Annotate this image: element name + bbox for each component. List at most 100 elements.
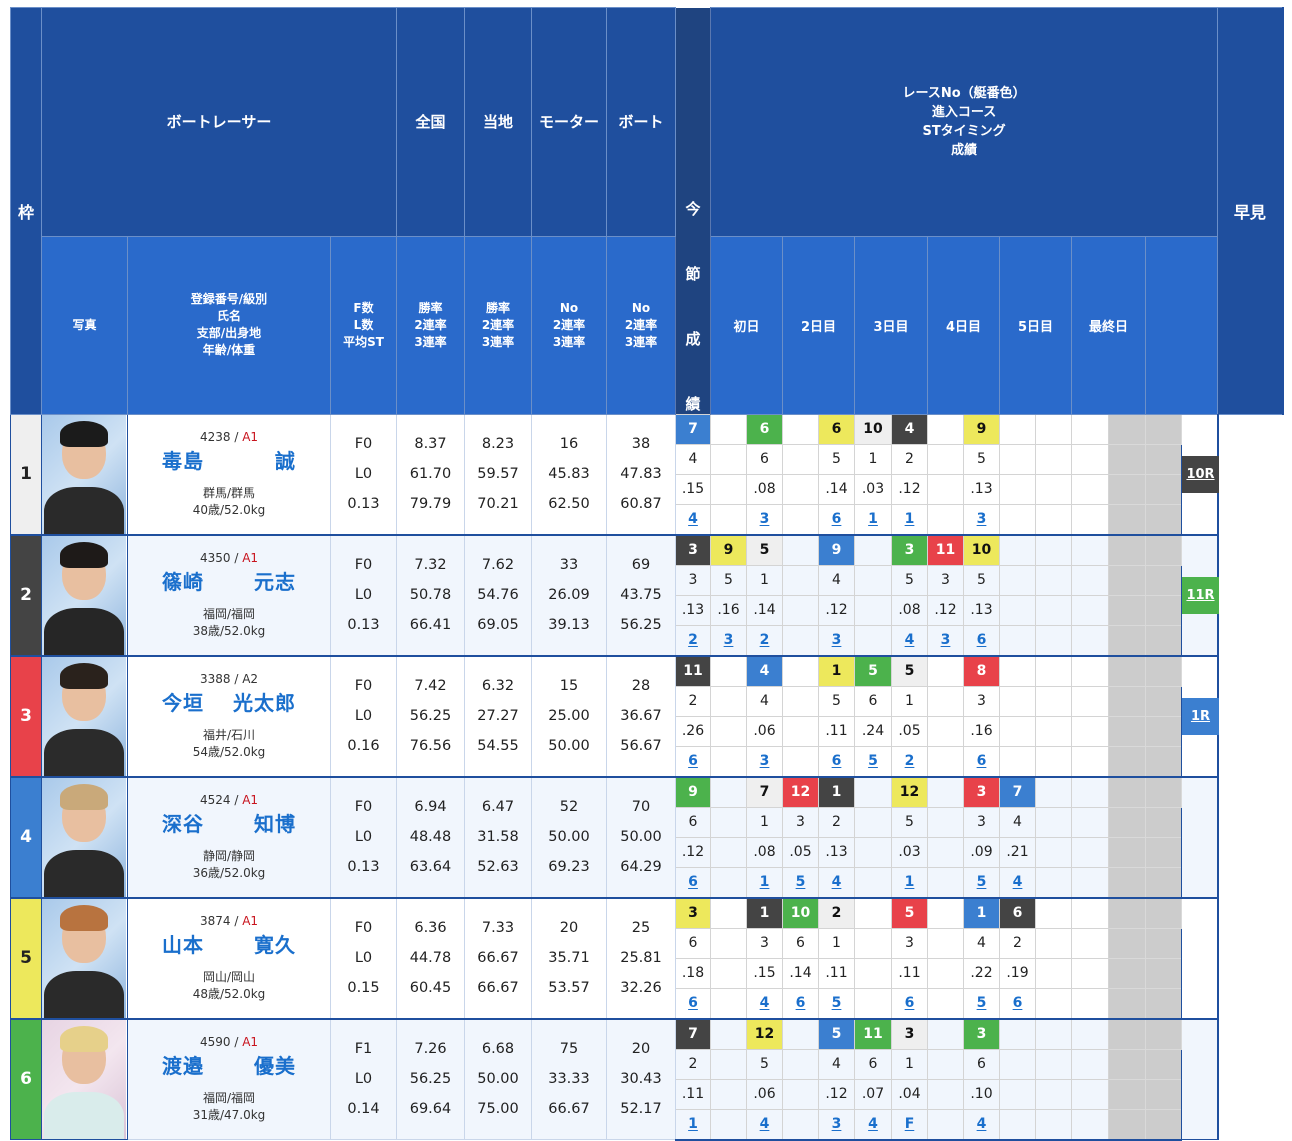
racer-photo[interactable] — [41, 1017, 128, 1140]
racer-name-link[interactable]: 渡邉 優美 — [162, 1051, 296, 1081]
race-result-link[interactable]: 6 — [831, 753, 842, 769]
race-result-cell[interactable]: 4 — [999, 866, 1036, 898]
race-result-link[interactable]: 4 — [759, 1116, 770, 1132]
race-result-link[interactable]: 1 — [868, 511, 878, 527]
race-result-cell[interactable]: 4 — [854, 1108, 892, 1141]
race-result-cell[interactable]: 1 — [891, 866, 928, 898]
race-result-link[interactable]: 6 — [976, 753, 987, 769]
race-result-link[interactable]: 3 — [723, 632, 734, 648]
header-line: 2連率 — [481, 317, 515, 332]
race-result-cell[interactable]: 5 — [963, 987, 1000, 1019]
race-result-cell[interactable]: 3 — [818, 624, 855, 656]
race-result-link[interactable]: 2 — [759, 632, 770, 648]
race-result-cell[interactable]: 4 — [891, 624, 928, 656]
race-cell-disabled — [1145, 624, 1182, 656]
race-result-cell[interactable]: 4 — [675, 503, 711, 535]
race-result-cell[interactable]: 1 — [854, 503, 892, 535]
race-result-cell[interactable]: 4 — [818, 866, 855, 898]
race-result-cell[interactable]: 5 — [963, 866, 1000, 898]
race-result-cell[interactable]: 2 — [746, 624, 783, 656]
racer-name-link[interactable]: 毒島 誠 — [162, 446, 296, 476]
racer-photo[interactable] — [41, 533, 128, 656]
race-result-link[interactable]: 3 — [831, 1116, 842, 1132]
race-result-cell[interactable]: 4 — [746, 1108, 783, 1141]
race-result-link[interactable]: 5 — [795, 874, 806, 890]
race-result-link[interactable]: 3 — [759, 753, 770, 769]
race-result-link[interactable]: 4 — [688, 511, 698, 527]
race-result-link[interactable]: 3 — [976, 511, 987, 527]
race-result-cell[interactable]: 6 — [818, 745, 855, 777]
race-result-cell[interactable]: 6 — [675, 987, 711, 1019]
motor-header: モーター — [531, 7, 607, 237]
hayami-race-button[interactable]: 10R — [1182, 455, 1219, 493]
race-result-link[interactable]: 3 — [831, 632, 842, 648]
hayami-race-button[interactable]: 1R — [1182, 697, 1219, 735]
race-result-link[interactable]: 4 — [976, 1116, 987, 1132]
race-result-link[interactable]: 3 — [940, 632, 951, 648]
race-result-cell[interactable]: 5 — [818, 987, 855, 1019]
race-result-link[interactable]: 1 — [688, 1116, 698, 1132]
race-result-link[interactable]: 6 — [831, 511, 842, 527]
race-result-link[interactable]: 5 — [976, 995, 987, 1011]
race-result-link[interactable]: 5 — [868, 753, 878, 769]
race-result-cell[interactable]: 2 — [891, 745, 928, 777]
race-result-link[interactable]: 5 — [976, 874, 987, 890]
race-result-link[interactable]: 2 — [904, 753, 915, 769]
race-result-link[interactable]: 6 — [976, 632, 987, 648]
race-result-cell[interactable]: 5 — [854, 745, 892, 777]
race-result-cell[interactable]: 6 — [675, 866, 711, 898]
race-result-cell[interactable]: 1 — [675, 1108, 711, 1141]
race-result-link[interactable]: 4 — [831, 874, 842, 890]
race-result-cell[interactable]: 1 — [746, 866, 783, 898]
race-result-cell[interactable]: 6 — [891, 987, 928, 1019]
race-result-cell[interactable]: 6 — [963, 624, 1000, 656]
race-result-cell[interactable]: 3 — [818, 1108, 855, 1141]
race-result-cell[interactable]: 3 — [710, 624, 747, 656]
racer-name-link[interactable]: 篠崎 元志 — [162, 567, 296, 597]
race-result-cell[interactable]: 6 — [818, 503, 855, 535]
race-result-link[interactable]: 4 — [1012, 874, 1023, 890]
racer-photo[interactable] — [41, 896, 128, 1019]
race-result-link[interactable]: 3 — [759, 511, 770, 527]
race-result-cell[interactable]: 3 — [963, 503, 1000, 535]
race-result-link[interactable]: 5 — [831, 995, 842, 1011]
racer-name-link[interactable]: 今垣 光太郎 — [162, 688, 296, 718]
race-result-cell[interactable]: 6 — [963, 745, 1000, 777]
race-number-badge: 7 — [675, 1017, 711, 1050]
race-result-link[interactable]: 4 — [904, 632, 915, 648]
race-result-cell[interactable]: 1 — [891, 503, 928, 535]
race-result-cell[interactable]: 4 — [746, 987, 783, 1019]
race-result-cell[interactable]: 3 — [746, 503, 783, 535]
race-result-cell[interactable]: 4 — [963, 1108, 1000, 1141]
racer-name-link[interactable]: 山本 寛久 — [162, 930, 296, 960]
race-result-link[interactable]: 6 — [1012, 995, 1023, 1011]
hayami-race-button[interactable]: 11R — [1182, 576, 1219, 614]
race-result-link[interactable]: F — [904, 1116, 915, 1132]
race-result-link[interactable]: 6 — [904, 995, 915, 1011]
race-result-cell[interactable]: 6 — [675, 745, 711, 777]
race-result-link[interactable]: 2 — [688, 632, 698, 648]
racer-photo[interactable] — [41, 775, 128, 898]
race-result-link[interactable]: 6 — [688, 753, 698, 769]
motor-stat-1: 33 — [559, 557, 579, 573]
racer-photo[interactable] — [41, 413, 128, 535]
racer-photo[interactable] — [41, 654, 128, 777]
racer-name-link[interactable]: 深谷 知博 — [162, 809, 296, 839]
racer-subrow: 3 3388 / A2 今垣 光太郎 福井/石川 54歳/52.0kg F0 L0 0.16 7.… — [10, 654, 1283, 777]
race-result-cell[interactable]: 5 — [782, 866, 819, 898]
race-result-link[interactable]: 4 — [868, 1116, 878, 1132]
photo-body — [44, 970, 124, 1018]
race-result-link[interactable]: 1 — [759, 874, 770, 890]
race-result-cell[interactable]: 3 — [746, 745, 783, 777]
race-result-cell[interactable]: 3 — [927, 624, 964, 656]
race-result-cell[interactable]: 6 — [999, 987, 1036, 1019]
race-result-cell[interactable]: 6 — [782, 987, 819, 1019]
race-result-link[interactable]: 6 — [688, 995, 698, 1011]
race-result-cell[interactable]: F — [891, 1108, 928, 1141]
race-result-link[interactable]: 1 — [904, 874, 915, 890]
race-result-link[interactable]: 6 — [688, 874, 698, 890]
race-result-link[interactable]: 1 — [904, 511, 915, 527]
race-result-link[interactable]: 4 — [759, 995, 770, 1011]
race-result-link[interactable]: 6 — [795, 995, 806, 1011]
race-result-cell[interactable]: 2 — [675, 624, 711, 656]
